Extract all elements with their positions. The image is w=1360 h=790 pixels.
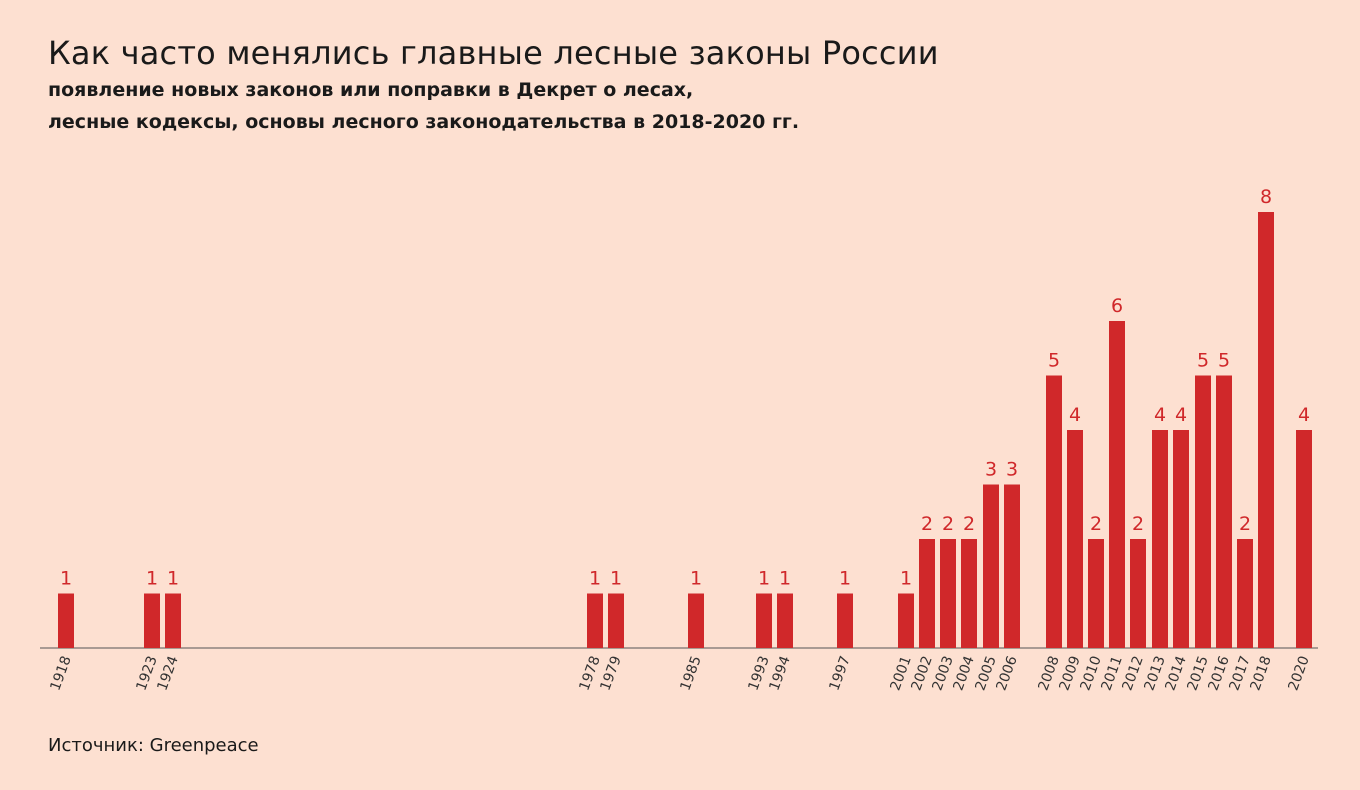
bar-2002 <box>919 539 935 648</box>
value-label-1924: 1 <box>167 568 179 590</box>
value-label-1997: 1 <box>839 568 851 590</box>
bar-2009 <box>1067 430 1083 648</box>
year-label-1918: 1918 <box>48 654 75 693</box>
value-label-1994: 1 <box>779 568 791 590</box>
year-label-1985: 1985 <box>678 654 705 693</box>
value-label-2016: 5 <box>1218 350 1230 372</box>
bar-2015 <box>1195 375 1211 648</box>
bar-1978 <box>587 593 603 648</box>
bar-2012 <box>1130 539 1146 648</box>
bar-1923 <box>144 593 160 648</box>
bar-2011 <box>1109 321 1125 648</box>
bar-2020 <box>1296 430 1312 648</box>
value-label-2001: 1 <box>900 568 912 590</box>
chart-subtitle: появление новых законов или поправки в Д… <box>48 74 799 138</box>
value-label-2018: 8 <box>1260 186 1272 208</box>
value-label-1985: 1 <box>690 568 702 590</box>
value-label-2006: 3 <box>1006 459 1018 481</box>
value-label-2017: 2 <box>1239 513 1251 535</box>
bar-2010 <box>1088 539 1104 648</box>
chart-title: Как часто менялись главные лесные законы… <box>48 34 939 72</box>
bars-group <box>58 212 1312 648</box>
bar-1985 <box>688 593 704 648</box>
value-label-2009: 4 <box>1069 404 1081 426</box>
value-label-2012: 2 <box>1132 513 1144 535</box>
bar-1979 <box>608 593 624 648</box>
value-label-1923: 1 <box>146 568 158 590</box>
bar-1997 <box>837 593 853 648</box>
value-label-1978: 1 <box>589 568 601 590</box>
bar-2016 <box>1216 375 1232 648</box>
value-label-2014: 4 <box>1175 404 1187 426</box>
value-label-2011: 6 <box>1111 295 1123 317</box>
value-label-1979: 1 <box>610 568 622 590</box>
bar-2001 <box>898 593 914 648</box>
year-label-1997: 1997 <box>827 654 854 693</box>
bar-1924 <box>165 593 181 648</box>
subtitle-line-1: появление новых законов или поправки в Д… <box>48 79 694 101</box>
value-label-2002: 2 <box>921 513 933 535</box>
bar-2014 <box>1173 430 1189 648</box>
year-label-2020: 2020 <box>1286 654 1313 693</box>
value-label-2010: 2 <box>1090 513 1102 535</box>
bar-2005 <box>983 484 999 648</box>
value-label-1993: 1 <box>758 568 770 590</box>
value-label-2003: 2 <box>942 513 954 535</box>
value-label-1918: 1 <box>60 568 72 590</box>
value-label-2020: 4 <box>1298 404 1310 426</box>
subtitle-line-2: лесные кодексы, основы лесного законодат… <box>48 111 800 133</box>
value-label-2008: 5 <box>1048 350 1060 372</box>
bar-2003 <box>940 539 956 648</box>
value-label-2004: 2 <box>963 513 975 535</box>
bar-2017 <box>1237 539 1253 648</box>
bar-2004 <box>961 539 977 648</box>
bar-1918 <box>58 593 74 648</box>
value-label-2013: 4 <box>1154 404 1166 426</box>
bar-2013 <box>1152 430 1168 648</box>
bar-1993 <box>756 593 772 648</box>
source-note: Источник: Greenpeace <box>48 735 259 756</box>
bar-1994 <box>777 593 793 648</box>
bar-2018 <box>1258 212 1274 648</box>
bar-2008 <box>1046 375 1062 648</box>
value-label-2005: 3 <box>985 459 997 481</box>
bar-2006 <box>1004 484 1020 648</box>
value-label-2015: 5 <box>1197 350 1209 372</box>
